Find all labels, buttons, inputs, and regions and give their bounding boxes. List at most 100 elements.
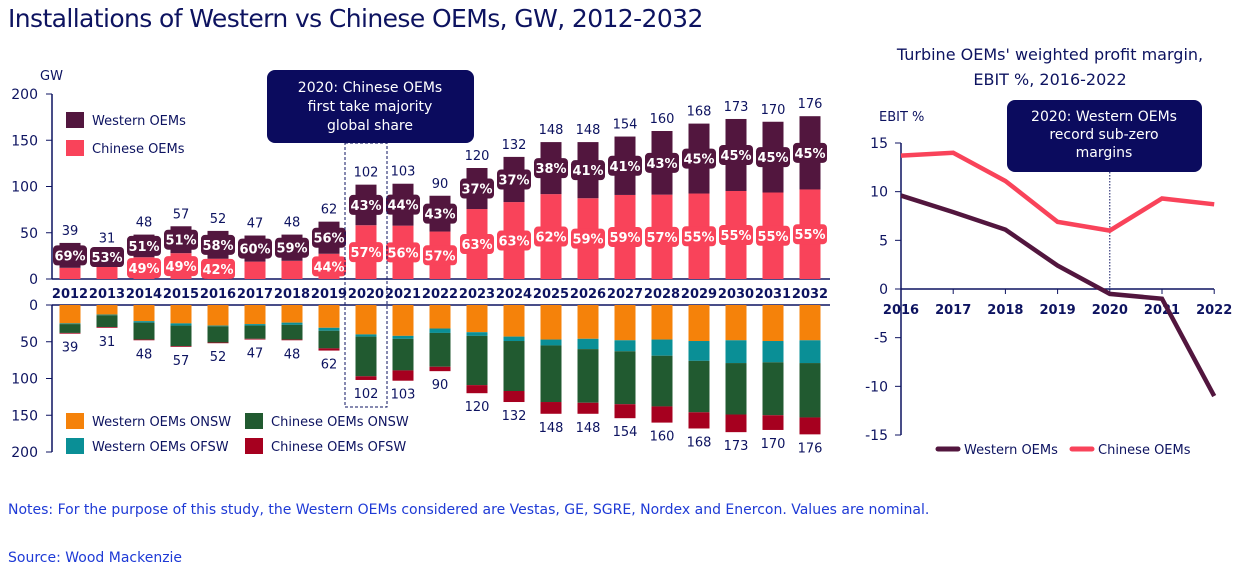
bar-western-oems-ofsw bbox=[540, 339, 562, 346]
share-label-bg bbox=[201, 234, 235, 255]
share-label-bg bbox=[534, 226, 568, 247]
y-tick-label: 50 bbox=[20, 226, 38, 242]
bar-chinese-oems-onsw bbox=[59, 324, 81, 333]
legend-swatch bbox=[66, 438, 84, 454]
share-label-bg bbox=[423, 203, 457, 224]
western-share-label: 69% bbox=[54, 249, 85, 264]
western-share-label: 45% bbox=[794, 147, 825, 162]
y-tick-label: 5 bbox=[879, 233, 888, 249]
x-tick-label: 2013 bbox=[89, 287, 125, 302]
bar-chinese-oems-ofsw bbox=[725, 414, 747, 433]
bar-chinese-oems bbox=[244, 261, 266, 279]
total-label: 48 bbox=[284, 347, 301, 362]
share-label-bg bbox=[534, 158, 568, 179]
western-share-label: 43% bbox=[424, 208, 455, 223]
x-tick-label: 2024 bbox=[496, 287, 532, 302]
y-tick-label: 50 bbox=[20, 335, 38, 351]
total-label: 31 bbox=[99, 231, 116, 246]
chinese-share-label: 59% bbox=[609, 231, 640, 246]
bar-western-oems-ofsw bbox=[577, 338, 599, 350]
bar-western-oems-onsw bbox=[688, 305, 710, 342]
x-tick-label: 2027 bbox=[607, 287, 643, 302]
bar-western-oems-ofsw bbox=[725, 340, 747, 364]
chinese-share-label: 55% bbox=[720, 229, 751, 244]
x-tick-label: 2016 bbox=[883, 303, 919, 318]
share-label-bg bbox=[164, 256, 198, 277]
x-tick-label: 2029 bbox=[681, 287, 717, 302]
y-axis-label: GW bbox=[40, 69, 63, 84]
western-share-label: 43% bbox=[646, 157, 677, 172]
bar-chinese-oems-ofsw bbox=[651, 406, 673, 423]
bar-western-oems-ofsw bbox=[392, 335, 414, 339]
legend-swatch bbox=[245, 413, 263, 429]
bar-western-oems-onsw bbox=[133, 305, 155, 322]
bar-chinese-oems-onsw bbox=[466, 335, 488, 386]
total-label: 173 bbox=[724, 439, 749, 454]
x-tick-label: 2026 bbox=[570, 287, 606, 302]
x-tick-label: 2030 bbox=[718, 287, 754, 302]
share-label-bg bbox=[201, 258, 235, 279]
share-label-bg bbox=[312, 256, 346, 277]
legend-label: Chinese OEMs ONSW bbox=[271, 415, 409, 430]
x-tick-label: 2021 bbox=[385, 287, 421, 302]
share-label-bg bbox=[645, 152, 679, 173]
bar-chinese-oems-ofsw bbox=[577, 402, 599, 414]
chinese-share-label: 42% bbox=[202, 263, 233, 278]
total-label: 103 bbox=[391, 165, 416, 180]
total-label: 90 bbox=[432, 378, 449, 393]
bar-chinese-oems-ofsw bbox=[244, 338, 266, 340]
bar-western-oems-onsw bbox=[725, 305, 747, 341]
total-label: 103 bbox=[391, 388, 416, 403]
total-label: 154 bbox=[613, 425, 638, 440]
share-label-bg bbox=[719, 224, 753, 245]
legend-label: Chinese OEMs bbox=[92, 142, 185, 157]
y-tick-label: -5 bbox=[874, 331, 888, 347]
total-label: 48 bbox=[284, 216, 301, 231]
total-label: 170 bbox=[761, 103, 786, 118]
share-label-bg bbox=[460, 178, 494, 199]
y-tick-label: 10 bbox=[870, 185, 888, 201]
total-label: 48 bbox=[136, 347, 153, 362]
x-tick-label: 2022 bbox=[1196, 303, 1232, 318]
bar-chinese-oems-ofsw bbox=[540, 402, 562, 414]
share-label-bg bbox=[608, 226, 642, 247]
x-tick-label: 2018 bbox=[274, 287, 310, 302]
y-tick-label: 150 bbox=[11, 408, 38, 424]
x-tick-label: 2025 bbox=[533, 287, 569, 302]
bar-western-oems-onsw bbox=[392, 305, 414, 336]
bar-western-oems-ofsw bbox=[651, 339, 673, 356]
y-tick-label: 0 bbox=[29, 298, 38, 314]
bar-chinese-oems-ofsw bbox=[207, 342, 229, 344]
bar-chinese-oems-ofsw bbox=[392, 370, 414, 381]
bar-western-oems-onsw bbox=[762, 305, 784, 342]
bar-chinese-oems-ofsw bbox=[170, 346, 192, 347]
annotation-text: 2020: Western OEMs record sub-zero margins bbox=[1031, 109, 1177, 161]
bar-western-oems-onsw bbox=[503, 305, 525, 337]
total-label: 39 bbox=[62, 341, 79, 356]
chart-title: Installations of Western vs Chinese OEMs… bbox=[8, 4, 703, 33]
bar-western-oems-ofsw bbox=[355, 334, 377, 337]
total-label: 148 bbox=[539, 421, 564, 436]
legend-label: Western OEMs OFSW bbox=[92, 440, 229, 455]
bar-western-oems-onsw bbox=[651, 305, 673, 340]
bar-western-oems-onsw bbox=[281, 305, 303, 323]
bar-chinese-oems-onsw bbox=[133, 322, 155, 340]
x-tick-label: 2031 bbox=[755, 287, 791, 302]
x-tick-label: 2020 bbox=[348, 287, 384, 302]
bar-western-oems-onsw bbox=[207, 305, 229, 326]
western-share-label: 56% bbox=[313, 232, 344, 247]
x-tick-label: 2017 bbox=[237, 287, 273, 302]
total-label: 170 bbox=[761, 437, 786, 452]
bar-western-oems-onsw bbox=[466, 305, 488, 333]
bar-western-oems-ofsw bbox=[96, 314, 118, 316]
total-label: 47 bbox=[247, 217, 264, 232]
bar-chinese-oems-onsw bbox=[540, 345, 562, 403]
bar-chinese-oems-ofsw bbox=[355, 376, 377, 380]
total-label: 102 bbox=[354, 166, 379, 181]
bar-chinese-oems-onsw bbox=[688, 360, 710, 413]
x-tick-label: 2020 bbox=[1092, 303, 1128, 318]
bar-chinese-oems-ofsw bbox=[614, 404, 636, 419]
annotation-box bbox=[267, 70, 474, 143]
x-tick-label: 2019 bbox=[311, 287, 347, 302]
